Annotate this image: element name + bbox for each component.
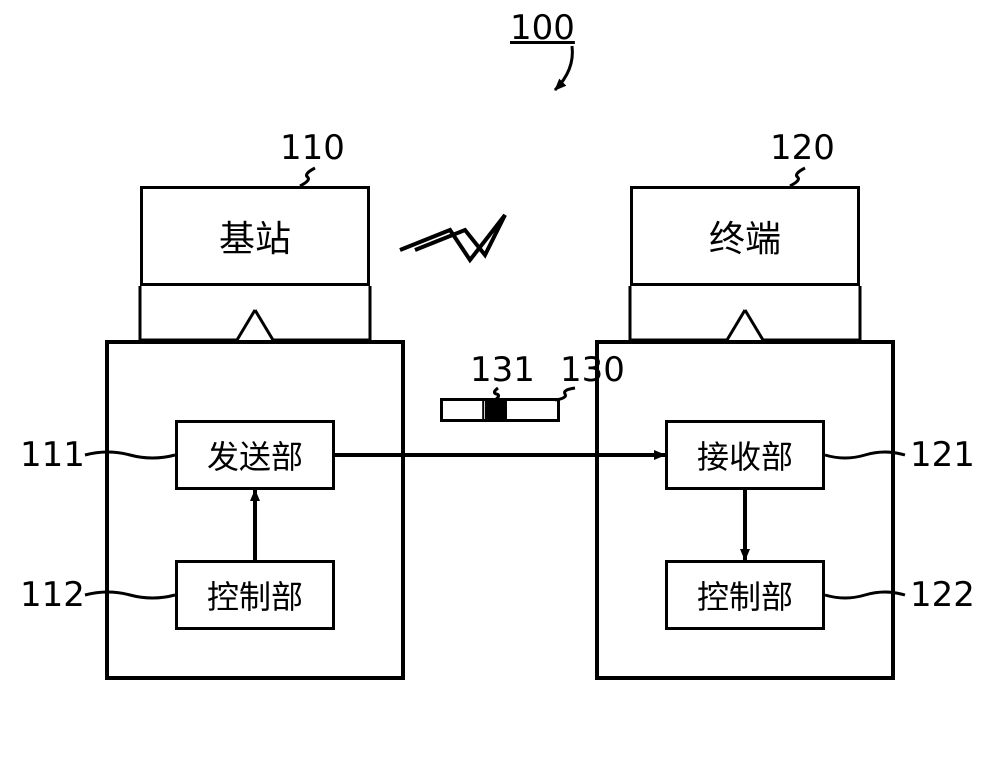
packet-marker xyxy=(485,398,505,422)
transmit-unit-text: 发送部 xyxy=(207,432,303,478)
term-control-unit-text: 控制部 xyxy=(697,572,793,618)
terminal-title-text: 终端 xyxy=(709,210,781,262)
transmit-unit-box: 发送部 xyxy=(175,420,335,490)
bs-control-unit-box: 控制部 xyxy=(175,560,335,630)
terminal-title-box: 终端 xyxy=(630,186,860,286)
diagram-canvas: 100 基站 110 终端 120 发送部 111 控制部 112 接收部 12… xyxy=(0,0,1000,759)
ref-121-label: 121 xyxy=(910,435,975,475)
ref-100-label: 100 xyxy=(510,8,575,48)
base-station-title-text: 基站 xyxy=(219,210,291,262)
ref-111-label: 111 xyxy=(20,435,85,475)
bs-control-unit-text: 控制部 xyxy=(207,572,303,618)
ref-112-label: 112 xyxy=(20,575,85,615)
ref-122-label: 122 xyxy=(910,575,975,615)
ref-131-label: 131 xyxy=(470,350,535,390)
ref-130-label: 130 xyxy=(560,350,625,390)
receive-unit-box: 接收部 xyxy=(665,420,825,490)
receive-unit-text: 接收部 xyxy=(697,432,793,478)
base-station-title-box: 基站 xyxy=(140,186,370,286)
ref-110-label: 110 xyxy=(280,128,345,168)
ref-120-label: 120 xyxy=(770,128,835,168)
term-control-unit-box: 控制部 xyxy=(665,560,825,630)
